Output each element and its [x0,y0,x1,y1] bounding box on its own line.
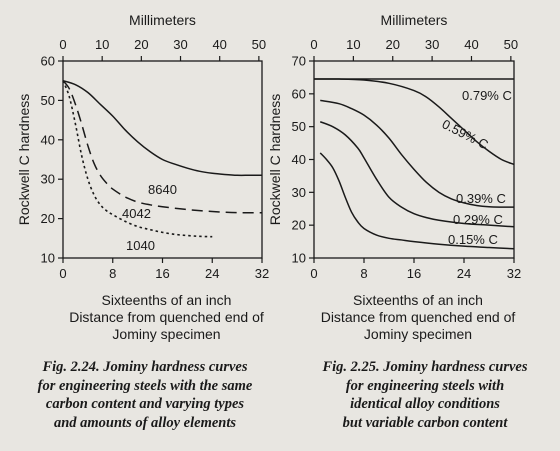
series-label: 4042 [122,206,151,221]
series-line-1040 [62,80,213,238]
y-tick-label: 40 [292,152,306,167]
y-tick-label: 30 [41,172,55,187]
x-tick-label: 8 [360,266,367,281]
top-tick-label: 50 [504,37,518,52]
series-label: 8640 [148,182,177,197]
top-tick-label: 10 [346,37,360,52]
series-label: 0.29% C [453,212,503,227]
x-tick-label: 24 [457,266,471,281]
x-tick-label: 16 [155,266,169,281]
y-axis-label: Rockwell C hardness [16,94,32,226]
caption-line: Fig. 2.25. Jominy hardness curves [322,359,528,375]
y-tick-label: 60 [41,54,55,69]
top-axis-title: Millimeters [381,12,448,28]
top-tick-label: 20 [134,37,148,52]
caption-line: carbon content and varying types [45,396,245,412]
series-line-0-39-C [320,99,515,208]
series-line-4042 [62,80,263,214]
caption-fig-2-24: Fig. 2.24. Jominy hardness curves for en… [0,358,290,432]
series-line-0-29-C [319,121,515,228]
caption-line: and amounts of alloy elements [53,414,237,431]
top-tick-label: 40 [464,37,478,52]
y-tick-label: 10 [292,251,306,266]
x-tick-label: 0 [310,266,317,281]
top-tick-label: 40 [212,37,226,52]
y-tick-label: 50 [41,93,55,108]
caption-line: identical alloy conditions [350,396,500,412]
caption-line: for engineering steels with the same [37,377,253,394]
top-tick-label: 30 [173,37,187,52]
chart-canvas: Millimeters 0 10 20 30 40 50 10 20 30 40 50 60 0 8 16 24… [16,12,521,342]
caption-line: for engineering steels with [345,377,505,394]
x-tick-label: 16 [407,266,421,281]
caption-fig-2-25: Fig. 2.25. Jominy hardness curves for en… [290,358,560,432]
x-axis-label-line: Jominy specimen [112,326,220,342]
y-tick-label: 30 [292,185,306,200]
caption-line: Fig. 2.24. Jominy hardness curves [42,359,248,375]
y-tick-label: 70 [292,54,306,69]
top-axis-title: Millimeters [129,12,196,28]
top-tick-label: 20 [386,37,400,52]
top-tick-label: 0 [310,37,317,52]
x-tick-label: 24 [205,266,219,281]
caption-line: but variable carbon content [342,414,508,431]
x-axis-label-line: Jominy specimen [364,326,472,342]
y-tick-label: 50 [292,119,306,134]
top-tick-label: 30 [425,37,439,52]
x-tick-label: 8 [109,266,116,281]
y-tick-label: 40 [41,132,55,147]
y-axis-label: Rockwell C hardness [267,94,283,226]
x-axis-label-line: Sixteenths of an inch [102,292,232,308]
series-label: 0.59% C [440,116,491,152]
series-label: 0.15% C [448,232,498,247]
y-tick-label: 20 [292,218,306,233]
x-axis-label-line: Sixteenths of an inch [353,292,483,308]
x-tick-label: 32 [255,266,269,281]
series-label: 0.79% C [462,88,512,103]
x-tick-label: 32 [507,266,521,281]
x-tick-label: 0 [59,266,66,281]
series-line-0-15-C [319,152,515,250]
series-label: 0.39% C [456,191,506,206]
series-line-8640 [62,79,262,177]
series-label: 1040 [126,238,155,253]
x-axis-label-line: Distance from quenched end of [321,309,516,325]
top-tick-label: 10 [95,37,109,52]
y-tick-label: 60 [292,86,306,101]
top-tick-label: 50 [252,37,266,52]
y-tick-label: 10 [41,251,55,266]
x-axis-label-line: Distance from quenched end of [69,309,264,325]
y-tick-label: 20 [41,211,55,226]
top-tick-label: 0 [59,37,66,52]
series-line-0-59-C [313,78,515,166]
